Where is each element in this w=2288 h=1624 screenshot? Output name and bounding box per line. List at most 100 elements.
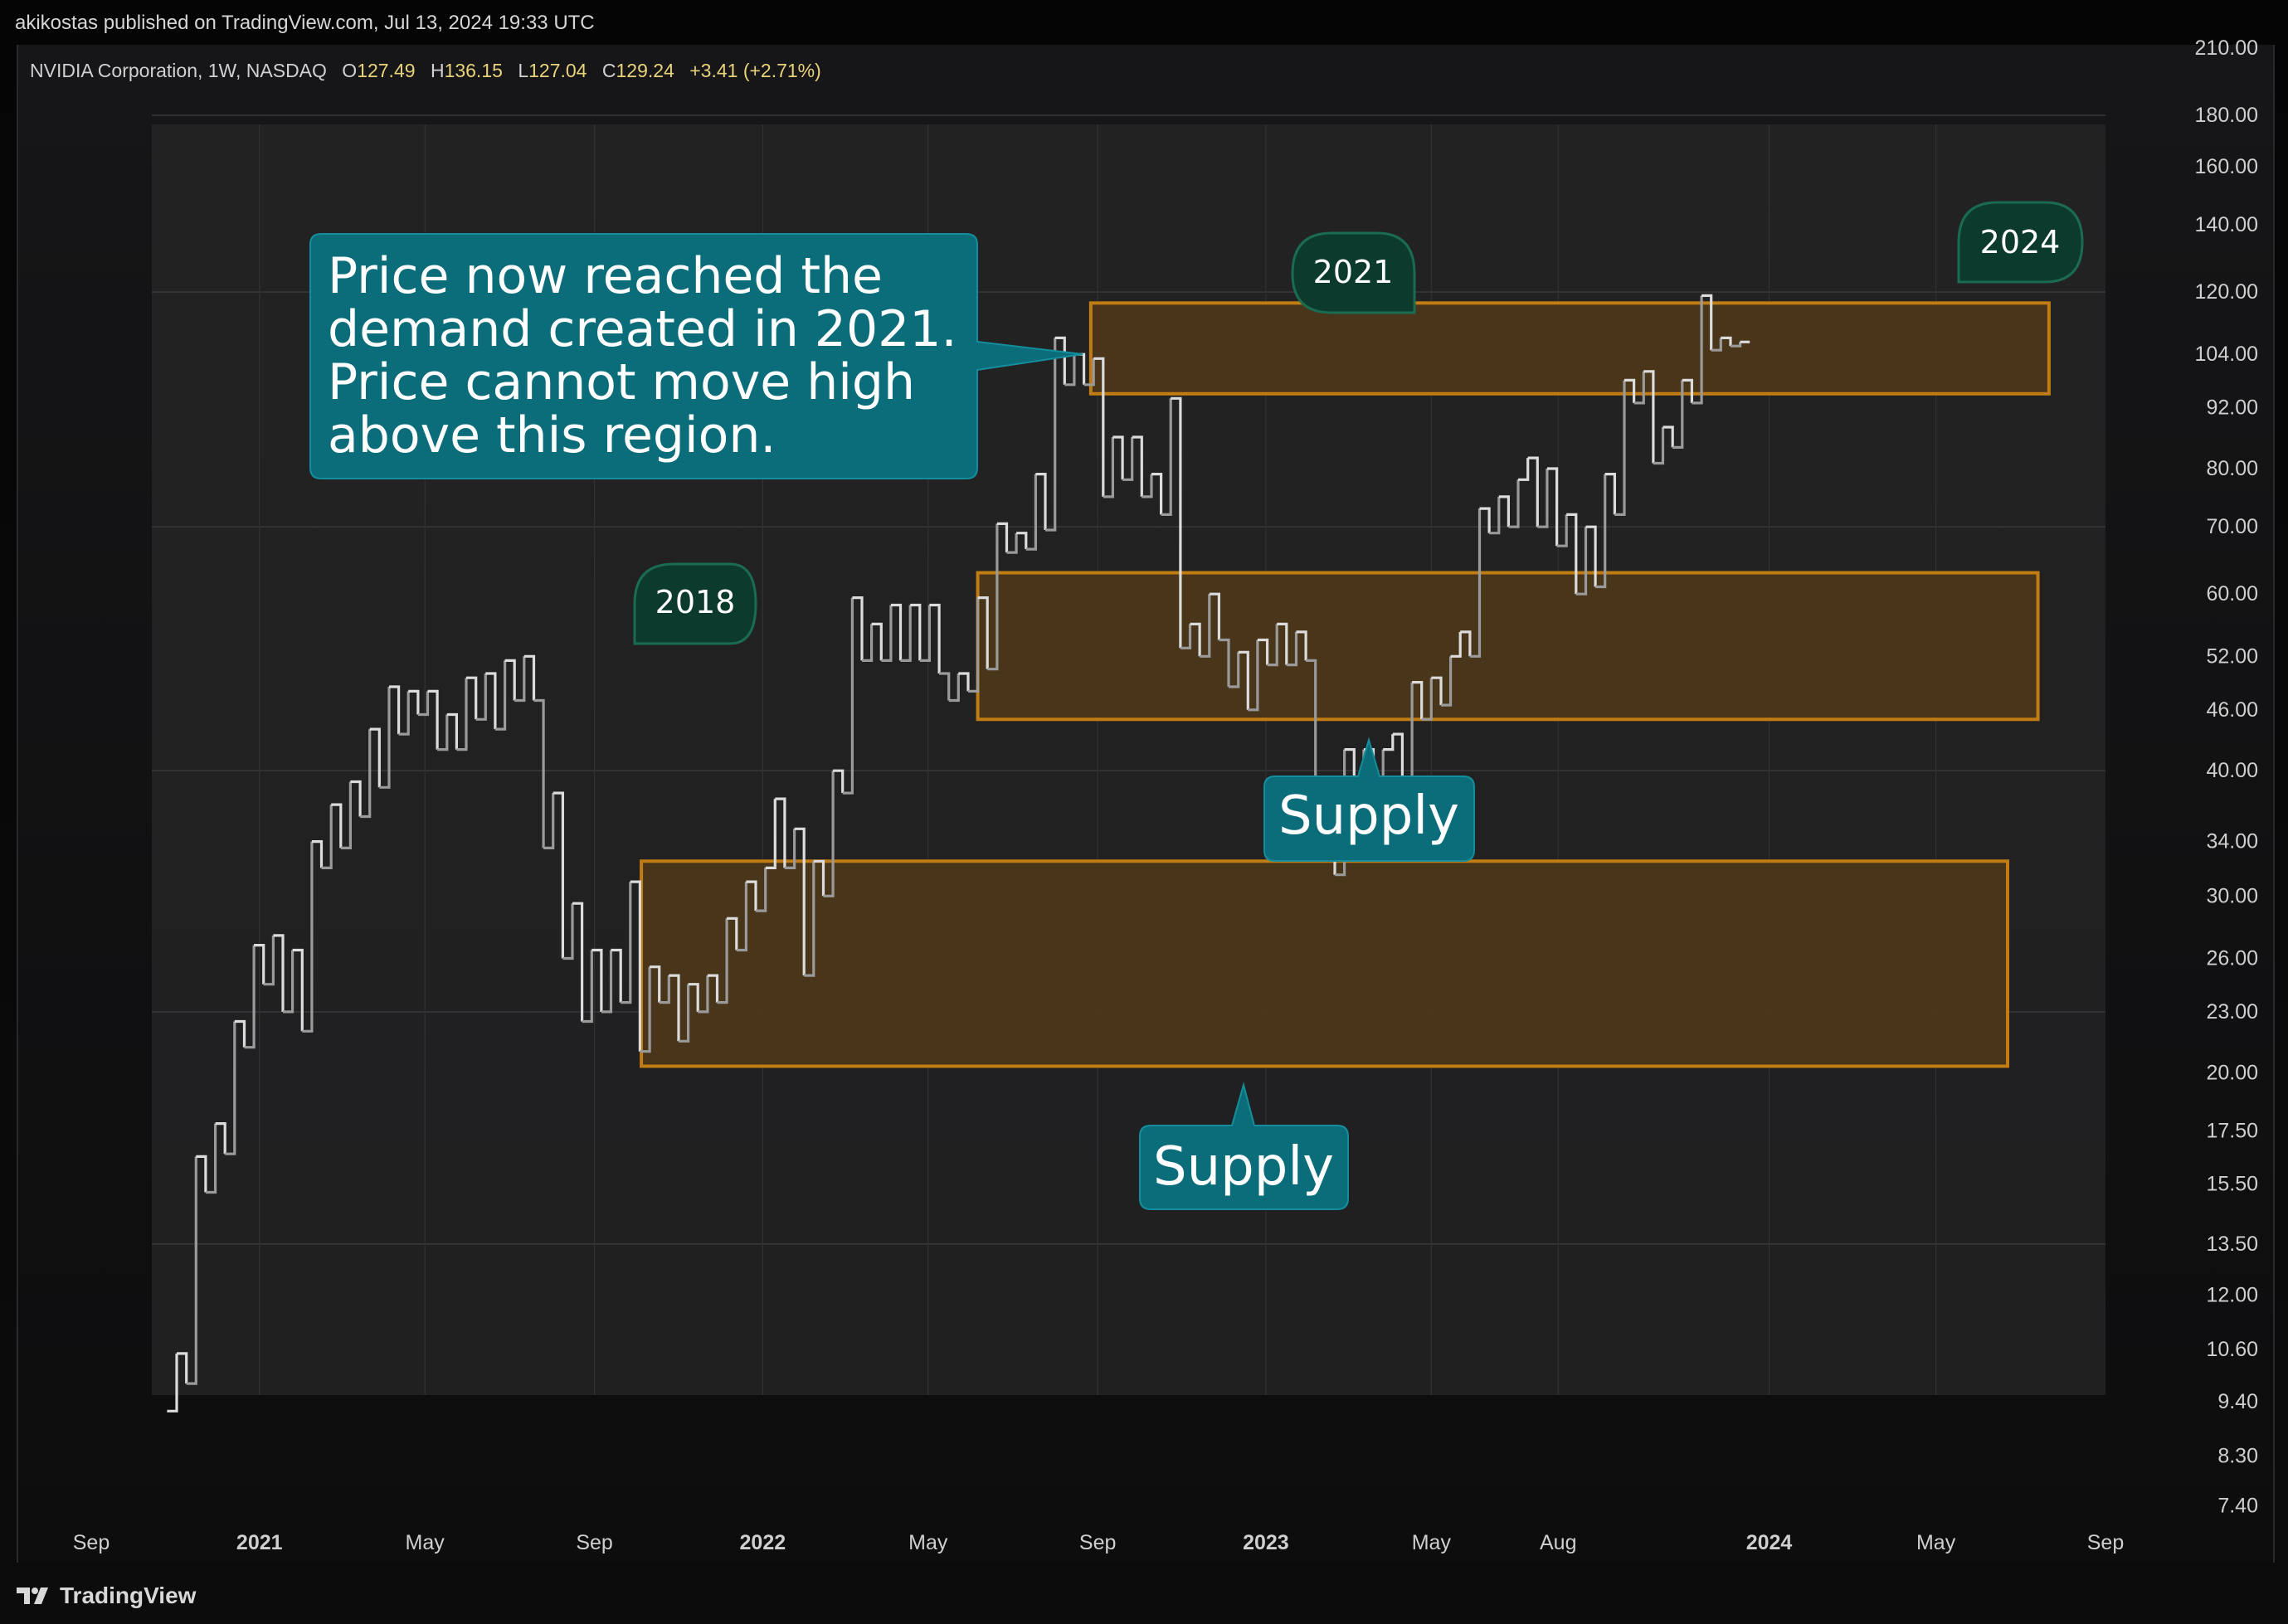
tradingview-logo-icon[interactable]: [15, 1584, 51, 1607]
legend-low-label: L: [518, 60, 528, 81]
bubble-2024[interactable]: 2024: [1957, 201, 2084, 284]
x-tick-label: 2023: [1243, 1531, 1289, 1554]
price-step: [225, 1021, 236, 1155]
x-tick-label: May: [1916, 1531, 1956, 1554]
price-step: [553, 791, 564, 959]
price-step: [215, 1122, 226, 1155]
price-step: [688, 983, 699, 1012]
price-step: [881, 605, 893, 662]
y-tick-label: 80.00: [2206, 457, 2258, 480]
price-step: [1296, 630, 1307, 661]
price-step: [1527, 456, 1539, 528]
price-step: [1469, 508, 1482, 658]
price-step: [765, 799, 776, 869]
price-step: [659, 975, 670, 1004]
price-step: [871, 622, 883, 661]
price-step: [389, 685, 401, 735]
y-tick-label: 23.00: [2206, 1000, 2258, 1024]
y-tick-label: 120.00: [2195, 280, 2258, 304]
y-tick-label: 8.30: [2217, 1444, 2258, 1467]
price-step: [804, 861, 815, 977]
price-step: [1556, 514, 1568, 547]
price-step: [1711, 338, 1722, 352]
price-step: [1229, 652, 1240, 688]
x-tick-label: May: [1412, 1531, 1452, 1554]
price-step: [1112, 435, 1124, 480]
price-step: [910, 603, 922, 661]
supply-callout-upper[interactable]: Supply: [1263, 737, 1475, 862]
y-tick-label: 12.00: [2206, 1284, 2258, 1307]
price-step: [408, 689, 420, 715]
y-tick-label: 46.00: [2206, 698, 2258, 722]
price-step: [1286, 631, 1298, 667]
x-tick-label: May: [406, 1531, 445, 1554]
x-tick-label: 2021: [236, 1531, 283, 1554]
y-tick-label: 26.00: [2206, 947, 2258, 970]
price-step: [1132, 435, 1143, 497]
price-step: [533, 698, 545, 848]
price-step: [630, 880, 641, 1052]
tradingview-brand[interactable]: TradingView: [60, 1583, 197, 1608]
price-step: [900, 605, 912, 662]
zone-middle[interactable]: [976, 571, 2040, 722]
price-step: [1025, 474, 1037, 551]
zone-lower[interactable]: [640, 859, 2010, 1068]
price-step: [543, 793, 555, 849]
price-step: [1016, 532, 1028, 550]
price-step: [1180, 624, 1192, 649]
price-step: [1006, 532, 1018, 554]
main-callout[interactable]: Price now reached the demand created in …: [309, 233, 1083, 479]
publish-info: akikostas published on TradingView.com, …: [15, 12, 595, 34]
y-tick-label: 60.00: [2206, 582, 2258, 605]
price-step: [1672, 380, 1684, 449]
bubble-2024-label: 2024: [1980, 224, 2061, 260]
price-step: [958, 672, 970, 692]
zones: [640, 301, 2051, 1068]
footer: TradingView: [15, 1579, 196, 1612]
price-step: [813, 859, 825, 897]
price-step: [1614, 380, 1626, 516]
callout-line-1: Price now reached the: [328, 247, 883, 305]
price-step: [591, 948, 603, 1012]
price-step: [1412, 681, 1424, 720]
price-step: [340, 781, 352, 849]
bubble-2021[interactable]: 2021: [1291, 231, 1416, 314]
x-tick-label: Sep: [73, 1531, 110, 1554]
x-tick-label: Sep: [576, 1531, 612, 1554]
price-step: [186, 1156, 197, 1385]
price-step: [167, 1353, 178, 1412]
price-step: [1248, 639, 1259, 712]
price-step: [1142, 474, 1153, 498]
bubble-2018[interactable]: 2018: [633, 562, 757, 645]
y-tick-label: 40.00: [2206, 759, 2258, 782]
price-step: [1518, 458, 1530, 481]
price-step: [283, 950, 295, 1014]
y-tick-label: 10.60: [2206, 1338, 2258, 1361]
x-tick-label: 2024: [1746, 1531, 1793, 1554]
price-step: [1489, 496, 1501, 535]
y-axis: 7.40 8.30 9.40 10.60 12.00 13.50 15.50 17.50 20.…: [2195, 36, 2258, 1518]
price-step: [1653, 427, 1665, 465]
price-step: [1682, 378, 1693, 403]
legend-high-label: H: [431, 60, 445, 81]
price-step: [494, 660, 507, 731]
price-step: [398, 691, 410, 736]
price-step: [302, 841, 314, 1033]
price-step: [350, 780, 362, 817]
price-step: [427, 689, 439, 750]
callout-line-2: demand created in 2021.: [328, 300, 957, 358]
supply-callout-lower[interactable]: Supply: [1139, 1082, 1349, 1210]
y-tick-label: 104.00: [2195, 343, 2258, 366]
price-step: [640, 966, 651, 1053]
price-step: [331, 803, 343, 848]
price-step: [601, 950, 613, 1014]
price-step: [360, 729, 372, 819]
price-step: [1585, 525, 1597, 587]
y-tick-label: 210.00: [2195, 36, 2258, 60]
supply-label-lower: Supply: [1153, 1136, 1334, 1198]
zone-upper[interactable]: [1088, 301, 2051, 396]
price-step: [466, 676, 478, 720]
price-step: [823, 771, 835, 897]
